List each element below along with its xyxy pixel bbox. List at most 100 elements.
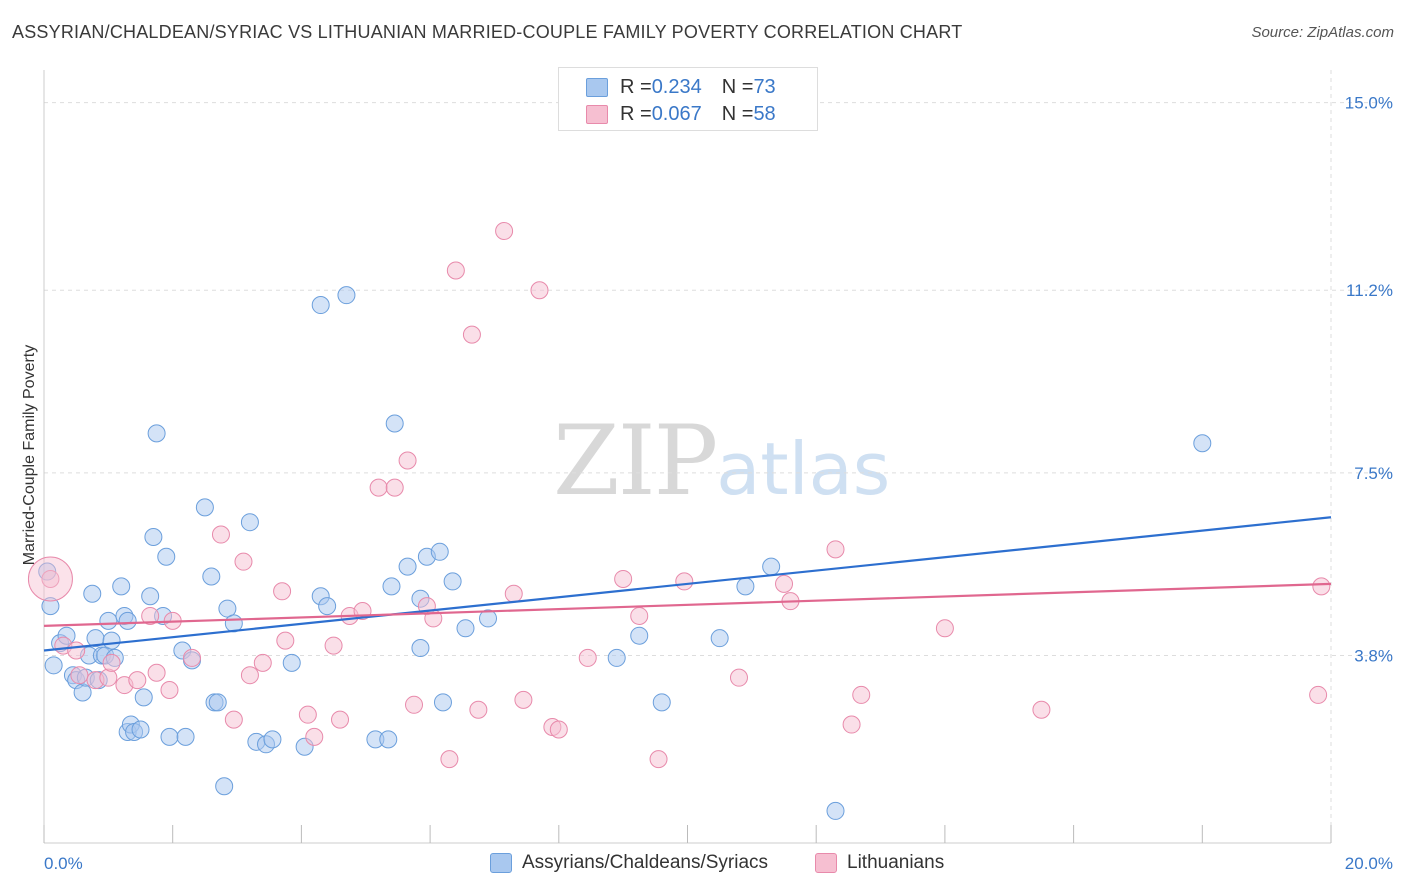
data-point-assyrians [607, 648, 626, 667]
data-point-lithuanians [128, 671, 147, 690]
data-point-lithuanians [324, 636, 343, 655]
data-point-lithuanians [385, 478, 404, 497]
bottom-legend-assyrians[interactable]: Assyrians/Chaldeans/Syriacs [490, 852, 768, 874]
data-point-lithuanians [495, 222, 514, 240]
data-point-lithuanians [405, 695, 424, 714]
data-point-assyrians [240, 513, 259, 532]
data-point-lithuanians [549, 720, 568, 739]
data-point-lithuanians [160, 681, 179, 699]
data-point-assyrians [102, 631, 121, 650]
data-point-assyrians [318, 597, 337, 616]
data-point-lithuanians [462, 325, 481, 344]
data-point-lithuanians [99, 668, 118, 687]
legend-r-value: 0.234 [651, 75, 702, 98]
data-point-assyrians [398, 557, 417, 576]
data-point-assyrians [160, 727, 179, 746]
data-point-assyrians [118, 611, 137, 630]
data-point-assyrians [443, 572, 462, 591]
legend-r-label: R = [620, 75, 652, 98]
data-point-lithuanians [240, 666, 259, 685]
data-point-lithuanians [675, 572, 694, 591]
data-point-lithuanians [70, 666, 89, 685]
data-point-lithuanians [446, 261, 465, 280]
trend-line-lithuanians [43, 582, 1332, 627]
data-point-assyrians [337, 286, 356, 305]
watermark-zip: ZIP [553, 405, 718, 517]
data-point-lithuanians [775, 574, 794, 593]
data-point-lithuanians [1312, 577, 1331, 596]
data-point-assyrians [736, 577, 755, 596]
data-point-assyrians [430, 542, 449, 561]
data-point-assyrians [1193, 434, 1212, 453]
data-point-assyrians [282, 653, 301, 672]
data-point-lithuanians [298, 705, 317, 724]
bottom-legend-swatch-blue [490, 853, 512, 873]
data-point-assyrians [83, 584, 102, 603]
data-point-lithuanians [234, 552, 253, 571]
data-point-assyrians [379, 730, 398, 749]
data-point-assyrians [311, 296, 330, 315]
legend-n-value: 58 [753, 102, 776, 125]
legend-n-value: 73 [753, 75, 776, 98]
data-point-assyrians [202, 567, 221, 586]
data-point-lithuanians [211, 525, 230, 544]
data-point-assyrians [411, 639, 430, 658]
watermark: ZIPatlas [553, 405, 890, 517]
data-point-assyrians [456, 619, 475, 638]
chart-title: ASSYRIAN/CHALDEAN/SYRIAC VS LITHUANIAN M… [12, 22, 963, 42]
data-point-assyrians [652, 693, 671, 712]
data-point-assyrians [44, 656, 63, 675]
data-point-assyrians [215, 777, 234, 796]
data-point-lithuanians-large [27, 556, 73, 602]
data-point-assyrians [208, 693, 227, 712]
data-point-lithuanians [504, 584, 523, 603]
x-tick-label: 20.0% [1345, 854, 1393, 873]
bottom-legend-label: Assyrians/Chaldeans/Syriacs [522, 852, 769, 873]
data-point-lithuanians [826, 540, 845, 559]
y-tick-label: 15.0% [1345, 94, 1393, 113]
source-label: Source: ZipAtlas.com [1251, 24, 1394, 41]
data-point-assyrians [385, 414, 404, 433]
data-point-lithuanians [141, 606, 160, 625]
data-point-lithuanians [842, 715, 861, 734]
data-point-lithuanians [331, 710, 350, 729]
y-axis-label: Married-Couple Family Poverty [21, 344, 38, 566]
data-point-assyrians [176, 727, 195, 746]
data-point-lithuanians [852, 685, 871, 704]
data-point-assyrians [112, 577, 131, 596]
data-point-assyrians [382, 577, 401, 596]
data-point-lithuanians [183, 648, 202, 667]
data-point-lithuanians [469, 700, 488, 719]
legend-r-value: 0.067 [651, 102, 702, 125]
data-point-lithuanians [305, 727, 324, 746]
y-tick-label: 11.2% [1346, 281, 1393, 300]
data-point-assyrians [134, 688, 153, 707]
data-point-lithuanians [935, 619, 954, 638]
legend-row-assyrians: R = 0.234 N = 73 [586, 75, 776, 99]
data-point-lithuanians [630, 606, 649, 625]
data-point-lithuanians [276, 631, 295, 650]
data-point-lithuanians [614, 569, 633, 588]
data-point-assyrians [433, 693, 452, 712]
data-point-lithuanians [1032, 700, 1051, 719]
trend-line-assyrians [43, 516, 1332, 652]
data-point-lithuanians [369, 478, 388, 497]
data-point-lithuanians [514, 690, 533, 709]
watermark-atlas: atlas [716, 427, 891, 511]
y-tick-label: 7.5% [1354, 464, 1393, 483]
data-point-lithuanians [102, 653, 121, 672]
legend-row-lithuanians: R = 0.067 N = 58 [586, 102, 776, 126]
legend-swatch-blue [586, 77, 608, 97]
data-point-assyrians [762, 557, 781, 576]
data-point-lithuanians [440, 750, 459, 769]
data-point-lithuanians [530, 281, 549, 300]
data-point-assyrians [157, 547, 176, 566]
bottom-legend-label: Lithuanians [847, 852, 945, 873]
bottom-legend-lithuanians[interactable]: Lithuanians [815, 852, 944, 874]
data-point-lithuanians [729, 668, 748, 687]
legend-n-label: N = [721, 102, 754, 125]
y-tick-label: 3.8% [1354, 646, 1393, 665]
correlation-legend: R = 0.234 N = 73 R = 0.067 N = 58 [558, 67, 818, 131]
data-point-assyrians [630, 626, 649, 645]
